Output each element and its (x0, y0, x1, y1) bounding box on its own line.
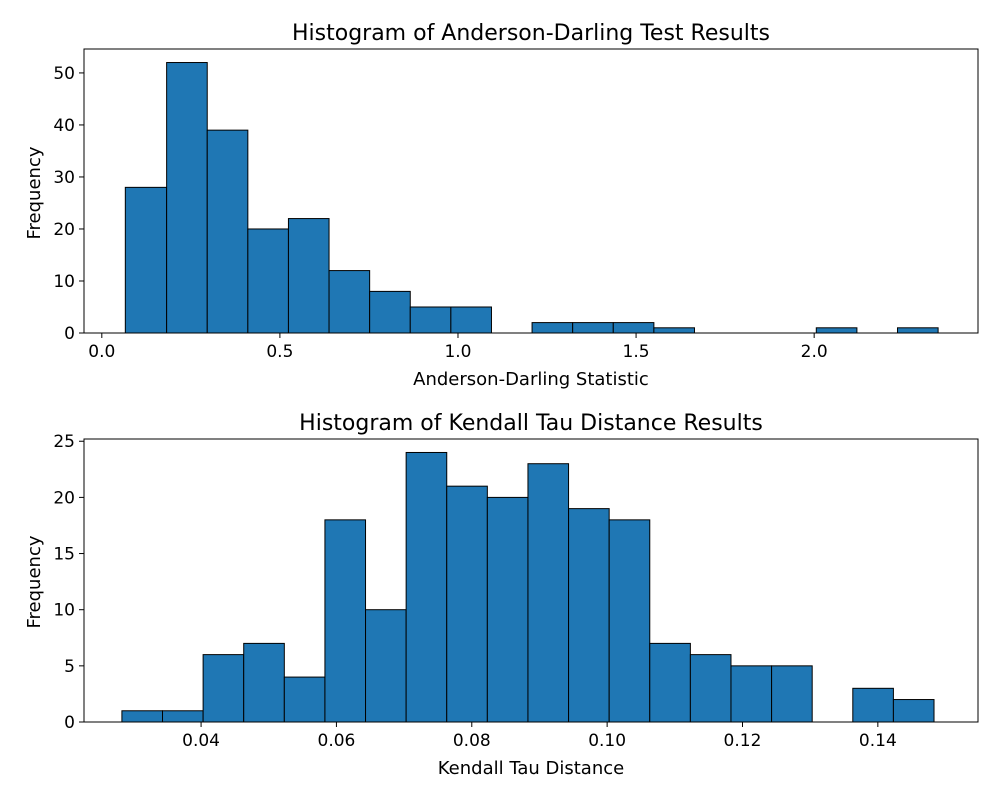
histogram-bar (572, 322, 614, 334)
histogram-bar (608, 519, 651, 723)
y-ticks: 0 5 10 15 20 25 (53, 432, 84, 733)
y-tick-label: 30 (53, 168, 75, 188)
x-tick-label: 0.12 (724, 731, 762, 751)
histogram-bar (730, 665, 773, 723)
histogram-bar (852, 687, 894, 723)
chart-title: Histogram of Anderson-Darling Test Resul… (292, 21, 770, 46)
histogram-bar (409, 306, 452, 334)
x-ticks: 0.04 0.06 0.08 0.10 0.12 0.14 (182, 722, 897, 751)
y-tick-label: 0 (64, 324, 75, 344)
bars-group (124, 62, 939, 334)
x-tick-label: 0.14 (859, 731, 897, 751)
chart-title: Histogram of Kendall Tau Distance Result… (299, 411, 763, 436)
histogram-bar (202, 654, 245, 723)
histogram-bar (649, 642, 691, 723)
y-tick-label: 5 (64, 657, 75, 677)
histogram-bar (283, 676, 326, 723)
x-tick-label: 0.5 (266, 342, 293, 362)
y-tick-label: 25 (53, 432, 75, 452)
histogram-bar (450, 306, 492, 334)
y-tick-label: 10 (53, 272, 75, 292)
histogram-bar (568, 508, 610, 723)
histogram-bar (897, 327, 939, 334)
histogram-bar (771, 665, 813, 723)
histogram-bar (287, 218, 330, 334)
histogram-bar (612, 322, 655, 334)
histogram-bar (653, 327, 695, 334)
histogram-bar (247, 228, 289, 334)
x-axis-label: Anderson-Darling Statistic (413, 369, 649, 390)
y-ticks: 0 10 20 30 40 50 (53, 64, 84, 344)
plot-frame (83, 48, 979, 334)
histogram-bar (162, 710, 204, 723)
y-axis-label: Frequency (24, 535, 45, 628)
x-tick-label: 0.0 (88, 342, 115, 362)
histogram-bar (486, 496, 529, 723)
histogram-bar (121, 710, 164, 723)
x-tick-label: 0.08 (453, 731, 491, 751)
y-tick-label: 0 (64, 713, 75, 733)
y-tick-label: 50 (53, 64, 75, 84)
y-tick-label: 15 (53, 545, 75, 565)
x-tick-label: 1.5 (623, 342, 650, 362)
histogram-bar (124, 186, 168, 334)
histogram-bar (206, 129, 249, 334)
histogram-bar (527, 463, 570, 723)
anderson-darling-histogram: Histogram of Anderson-Darling Test Resul… (24, 21, 979, 390)
histogram-bar (243, 642, 285, 723)
bars-group (121, 451, 935, 723)
x-tick-label: 0.10 (588, 731, 626, 751)
histogram-bar (369, 290, 411, 334)
plot-frame (83, 438, 979, 723)
y-tick-label: 20 (53, 488, 75, 508)
x-tick-label: 1.0 (444, 342, 471, 362)
histogram-bar (446, 485, 488, 723)
histogram-bar (405, 451, 448, 723)
y-tick-label: 10 (53, 601, 75, 621)
histogram-bar (689, 654, 732, 723)
histogram-bar (815, 327, 858, 334)
x-ticks: 0.0 0.5 1.0 1.5 2.0 (88, 333, 828, 362)
histogram-bar (328, 270, 371, 334)
x-tick-label: 0.06 (318, 731, 356, 751)
histogram-bar (324, 519, 367, 723)
y-axis-label: Frequency (24, 146, 45, 239)
y-tick-label: 40 (53, 116, 75, 136)
histogram-bar (892, 699, 935, 723)
x-axis-label: Kendall Tau Distance (438, 758, 624, 779)
histogram-bar (365, 609, 407, 723)
kendall-tau-histogram: Histogram of Kendall Tau Distance Result… (24, 411, 979, 779)
histogram-bar (166, 62, 208, 334)
y-tick-label: 20 (53, 220, 75, 240)
histogram-bar (531, 322, 574, 334)
x-tick-label: 0.04 (182, 731, 220, 751)
x-tick-label: 2.0 (801, 342, 828, 362)
